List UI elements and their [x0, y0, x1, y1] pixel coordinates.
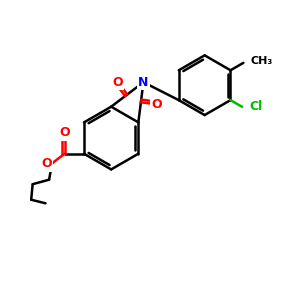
Text: O: O [151, 98, 162, 111]
Text: O: O [112, 76, 123, 88]
Text: Cl: Cl [250, 100, 263, 113]
Text: CH₃: CH₃ [251, 56, 273, 66]
Text: O: O [59, 126, 70, 139]
Text: N: N [138, 76, 148, 89]
Text: O: O [41, 158, 52, 170]
